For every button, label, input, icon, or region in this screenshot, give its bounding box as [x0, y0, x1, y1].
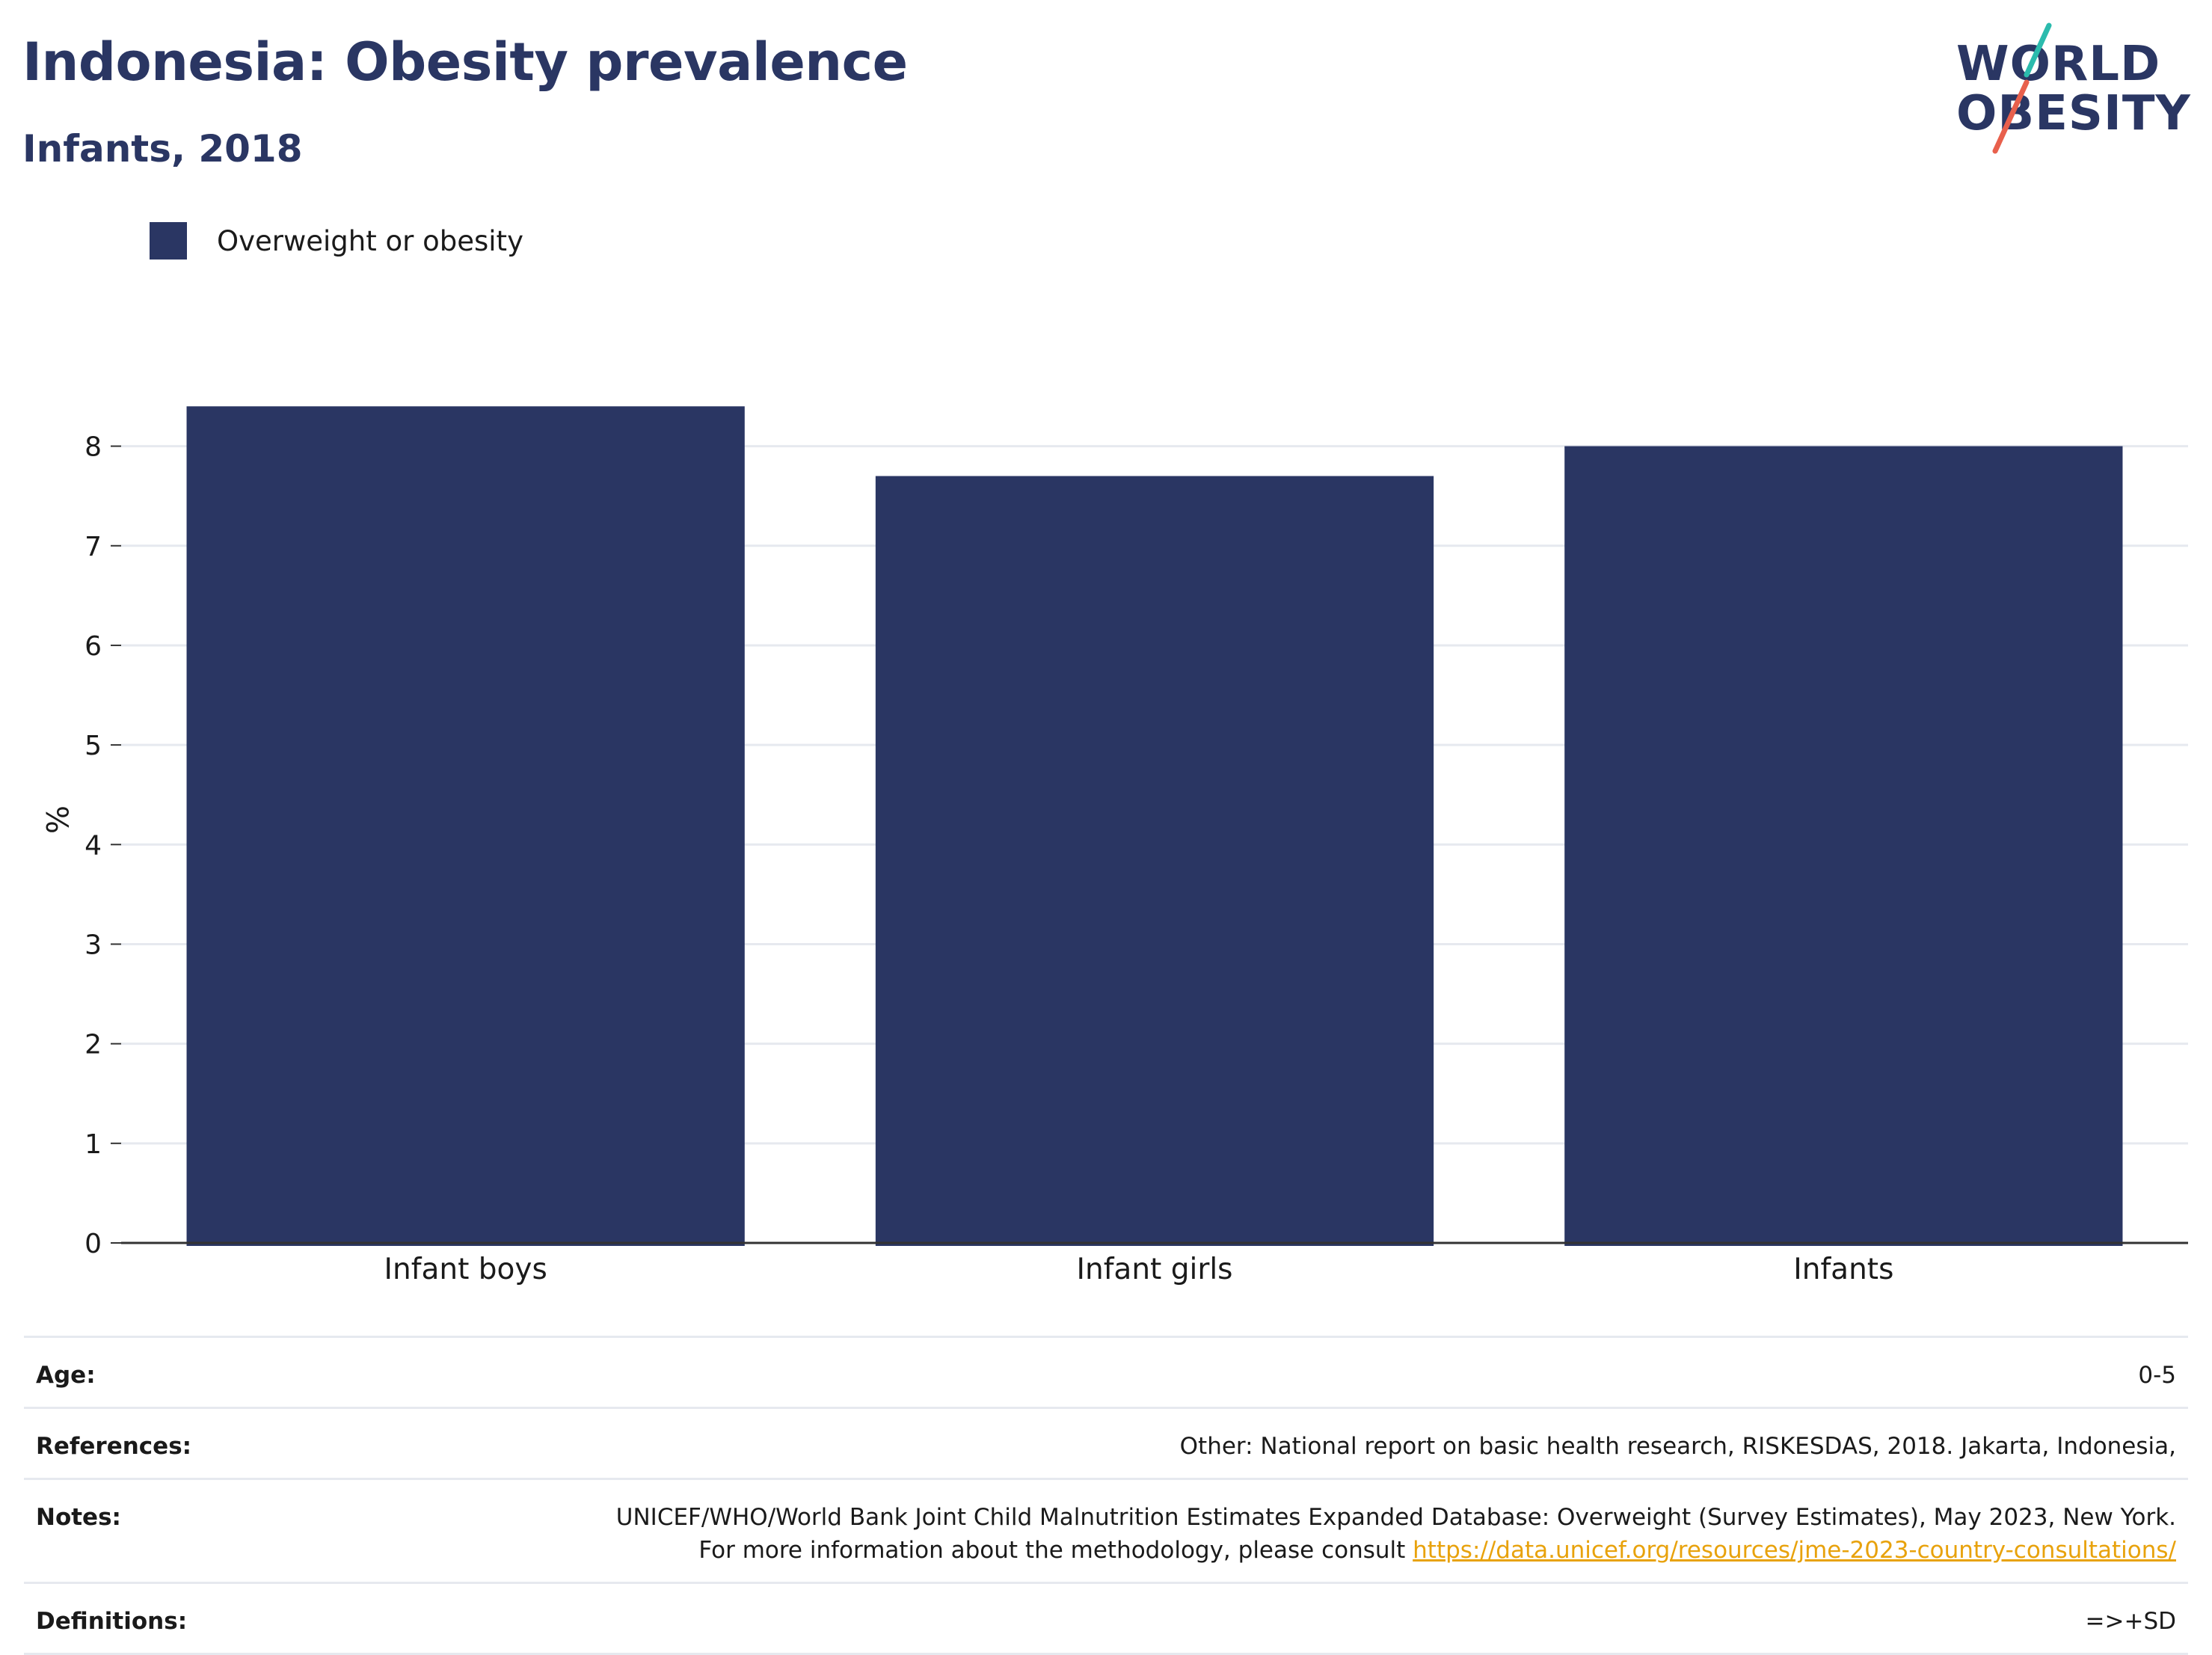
- y-tick-label: 7: [85, 532, 102, 562]
- metadata-label: Definitions:: [36, 1608, 188, 1635]
- bar-infants: [1564, 446, 2123, 1246]
- y-tick-label: 1: [85, 1129, 102, 1160]
- x-tick-label: Infant girls: [1076, 1253, 1232, 1286]
- metadata-row: Age: 0-5: [24, 1336, 2188, 1407]
- metadata-row: Definitions: =>+SD: [24, 1582, 2188, 1655]
- legend-swatch: [150, 222, 187, 260]
- chart-legend: Overweight or obesity: [150, 222, 523, 260]
- x-tick-label: Infant boys: [384, 1253, 547, 1286]
- metadata-label: References:: [36, 1433, 192, 1460]
- y-tick-label: 8: [85, 432, 102, 463]
- y-tick-label: 4: [85, 830, 102, 861]
- chart-subtitle: Infants, 2018: [22, 127, 303, 171]
- logo-line-1: WORLD: [1956, 37, 2161, 92]
- bar-infant-girls: [875, 476, 1434, 1246]
- world-obesity-logo: WORLD OBESITY: [1952, 22, 2199, 157]
- legend-label: Overweight or obesity: [217, 224, 523, 257]
- y-tick-label: 5: [85, 731, 102, 761]
- metadata-value: Other: National report on basic health r…: [1180, 1430, 2176, 1463]
- metadata-row: References: Other: National report on bas…: [24, 1407, 2188, 1478]
- bar-infant-boys: [186, 406, 745, 1246]
- logo-slash-icon: [1992, 22, 2052, 154]
- metadata-value-text: Other: National report on basic health r…: [1179, 1433, 2176, 1460]
- metadata-value-text: =>+SD: [2085, 1608, 2176, 1635]
- methodology-link[interactable]: https://data.unicef.org/resources/jme-20…: [1413, 1537, 2176, 1564]
- metadata-value-text: 0-5: [2138, 1362, 2176, 1389]
- metadata-label: Age:: [36, 1362, 96, 1389]
- metadata-value-text: UNICEF/WHO/World Bank Joint Child Malnut…: [615, 1504, 2176, 1564]
- metadata-table: Age: 0-5 References: Other: National report…: [24, 1336, 2188, 1655]
- y-tick-label: 3: [85, 930, 102, 960]
- chart-title: Indonesia: Obesity prevalence: [22, 31, 908, 93]
- metadata-value: =>+SD: [2086, 1605, 2176, 1638]
- y-axis-label: %: [39, 805, 73, 834]
- metadata-value: 0-5: [2138, 1359, 2176, 1392]
- y-tick-label: 0: [85, 1229, 102, 1259]
- y-tick-label: 6: [85, 631, 102, 662]
- y-tick-label: 2: [85, 1030, 102, 1060]
- metadata-label: Notes:: [36, 1504, 121, 1531]
- logo-line-2: OBESITY: [1956, 86, 2191, 141]
- bar-chart: 0 1 2 3 4 5 6 7 8% Infant boys Infant girls Infants: [39, 406, 2188, 1286]
- metadata-value: UNICEF/WHO/World Bank Joint Child Malnut…: [606, 1501, 2176, 1567]
- metadata-row: Notes: UNICEF/WHO/World Bank Joint Child …: [24, 1478, 2188, 1582]
- x-tick-label: Infants: [1793, 1253, 1893, 1286]
